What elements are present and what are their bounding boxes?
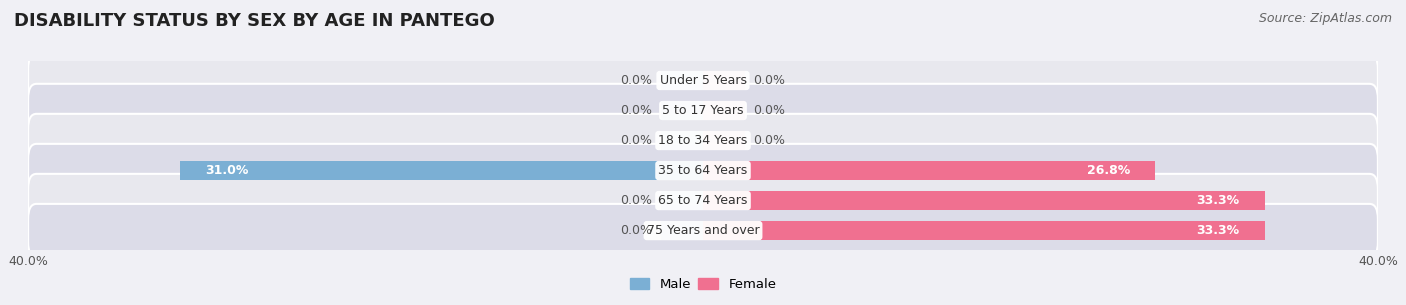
Text: 5 to 17 Years: 5 to 17 Years	[662, 104, 744, 117]
Bar	[703, 131, 745, 150]
Text: 0.0%: 0.0%	[620, 134, 652, 147]
Text: DISABILITY STATUS BY SEX BY AGE IN PANTEGO: DISABILITY STATUS BY SEX BY AGE IN PANTE…	[14, 12, 495, 30]
Text: 0.0%: 0.0%	[620, 194, 652, 207]
Text: 0.0%: 0.0%	[620, 224, 652, 237]
Bar	[661, 191, 703, 210]
Text: 26.8%: 26.8%	[1087, 164, 1130, 177]
Bar	[703, 191, 1265, 210]
Text: 0.0%: 0.0%	[754, 134, 786, 147]
FancyBboxPatch shape	[28, 84, 1378, 137]
Bar	[180, 161, 703, 180]
Text: 35 to 64 Years: 35 to 64 Years	[658, 164, 748, 177]
Bar	[661, 221, 703, 240]
Bar	[661, 131, 703, 150]
FancyBboxPatch shape	[28, 174, 1378, 227]
FancyBboxPatch shape	[28, 54, 1378, 107]
Bar	[703, 101, 745, 120]
FancyBboxPatch shape	[28, 144, 1378, 197]
Text: Under 5 Years: Under 5 Years	[659, 74, 747, 87]
Bar	[661, 71, 703, 90]
Text: 31.0%: 31.0%	[205, 164, 249, 177]
Text: 33.3%: 33.3%	[1197, 224, 1240, 237]
FancyBboxPatch shape	[28, 204, 1378, 257]
Text: 33.3%: 33.3%	[1197, 194, 1240, 207]
Text: 0.0%: 0.0%	[754, 74, 786, 87]
Text: Source: ZipAtlas.com: Source: ZipAtlas.com	[1258, 12, 1392, 25]
Legend: Male, Female: Male, Female	[624, 273, 782, 296]
Text: 0.0%: 0.0%	[620, 104, 652, 117]
FancyBboxPatch shape	[28, 114, 1378, 167]
Bar	[661, 101, 703, 120]
Text: 18 to 34 Years: 18 to 34 Years	[658, 134, 748, 147]
Text: 0.0%: 0.0%	[754, 104, 786, 117]
Bar	[703, 221, 1265, 240]
Bar	[703, 71, 745, 90]
Text: 75 Years and over: 75 Years and over	[647, 224, 759, 237]
Bar	[703, 161, 1156, 180]
Text: 65 to 74 Years: 65 to 74 Years	[658, 194, 748, 207]
Text: 0.0%: 0.0%	[620, 74, 652, 87]
